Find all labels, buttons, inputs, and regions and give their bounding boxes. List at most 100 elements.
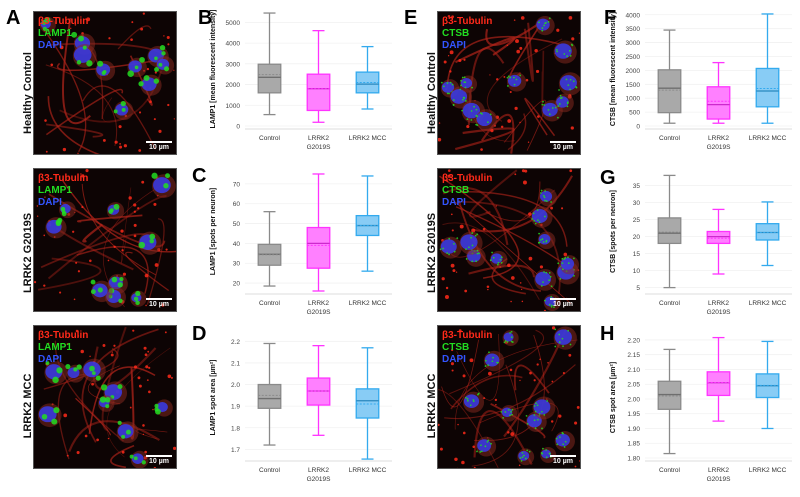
y-tick-label: 2.15 [627, 352, 640, 359]
tubulin-label: β3-Tubulin [442, 330, 493, 341]
marker-label: LAMP1 [38, 185, 72, 196]
tubulin-label: β3-Tubulin [38, 330, 89, 341]
y-tick-label: 2.20 [627, 337, 640, 344]
x-tick-label: Control [259, 135, 281, 142]
x-tick-label: Control [259, 300, 281, 307]
box-control [657, 29, 682, 124]
y-tick-label: 2.05 [627, 382, 640, 389]
box-lrrk2-g2019s [306, 344, 331, 436]
x-tick-label: LRRK2 [708, 300, 729, 307]
micrograph-ctsb-healthy-control: β3-Tubulin CTSB DAPI 10 µm [437, 11, 581, 155]
y-tick-label: 0 [236, 124, 240, 131]
y-tick-label: 2.0 [231, 382, 240, 389]
y-tick-label: 70 [233, 181, 241, 188]
y-tick-label: 2000 [226, 82, 241, 89]
y-tick-label: 1.95 [627, 411, 640, 418]
y-tick-label: 3500 [626, 26, 641, 33]
x-tick-label: Control [659, 300, 681, 307]
box-lrrk2-mcc [355, 347, 380, 460]
dapi-label: DAPI [442, 197, 466, 208]
scale-bar: 10 µm [146, 455, 172, 465]
chart-f-ctsb-intensity: CTSB [mean fluorescent intensity] 0 500 100… [605, 0, 800, 160]
panel-letter-c: C [192, 165, 207, 187]
x-tick-label: LRRK2 [308, 467, 329, 474]
y-tick-label: 35 [633, 183, 641, 190]
box-lrrk2-g2019s [706, 336, 731, 422]
chart-d-lamp1-area: LAMP1 spot area [µm²] 1.7 1.8 1.9 2.0 2.1 2.2 C… [205, 325, 400, 492]
y-tick-label: 1000 [626, 96, 641, 103]
y-tick-label: 5 [636, 285, 640, 292]
y-axis-label: LAMP1 spot area [µm²] [210, 360, 217, 436]
x-tick-label: G2019S [707, 144, 732, 151]
y-tick-label: 0 [636, 124, 640, 131]
tubulin-label: β3-Tubulin [38, 173, 89, 184]
x-tick-label: G2019S [707, 476, 732, 483]
dapi-label: DAPI [442, 354, 466, 365]
chart-c-lamp1-spots: LAMP1 [spots per neuron] 20 30 40 50 60 70 Cont… [205, 160, 400, 325]
dapi-label: DAPI [38, 197, 62, 208]
y-axis-label: CTSB spot area [µm²] [610, 362, 617, 433]
panel-letter-h: H [600, 323, 615, 345]
y-tick-label: 5000 [226, 20, 241, 27]
box-control [257, 12, 282, 116]
y-tick-label: 1.80 [627, 456, 640, 463]
y-tick-label: 30 [233, 261, 241, 268]
y-tick-label: 4000 [226, 41, 241, 48]
y-tick-label: 1.9 [231, 404, 240, 411]
y-tick-label: 20 [633, 234, 641, 241]
marker-label: LAMP1 [38, 28, 72, 39]
x-tick-label: LRRK2 [708, 467, 729, 474]
dapi-label: DAPI [442, 40, 466, 51]
x-tick-label: Control [659, 467, 681, 474]
y-axis-label: LAMP1 [mean fluorescent intensity] [210, 9, 217, 128]
box-control [257, 342, 282, 446]
box-lrrk2-g2019s [706, 61, 731, 124]
box-lrrk2-g2019s [706, 208, 731, 275]
dapi-label: DAPI [38, 354, 62, 365]
x-tick-label: LRRK2 MCC [749, 300, 787, 307]
y-tick-label: 10 [633, 268, 641, 275]
marker-label: CTSB [442, 185, 470, 196]
y-tick-label: 4000 [626, 12, 641, 19]
box-lrrk2-mcc [355, 175, 380, 272]
scale-bar: 10 µm [550, 298, 576, 308]
micrograph-lamp1-mcc: β3-Tubulin LAMP1 DAPI 10 µm [33, 325, 177, 469]
x-tick-label: G2019S [307, 144, 332, 151]
y-axis-label: CTSB [mean fluorescent intensity] [610, 12, 617, 126]
x-tick-label: LRRK2 [308, 300, 329, 307]
box-control [657, 174, 682, 289]
scale-bar: 10 µm [146, 141, 172, 151]
x-tick-label: LRRK2 MCC [349, 300, 387, 307]
y-tick-label: 1.7 [231, 447, 240, 454]
micrograph-ctsb-mcc: β3-Tubulin CTSB DAPI 10 µm [437, 325, 581, 469]
y-tick-label: 2.00 [627, 396, 640, 403]
scale-bar: 10 µm [550, 455, 576, 465]
x-tick-label: G2019S [307, 309, 332, 316]
x-tick-label: LRRK2 MCC [349, 467, 387, 474]
x-tick-label: LRRK2 [308, 135, 329, 142]
box-lrrk2-mcc [755, 340, 780, 430]
box-lrrk2-mcc [755, 201, 780, 267]
scale-bar: 10 µm [146, 298, 172, 308]
y-tick-label: 20 [233, 281, 241, 288]
tubulin-label: β3-Tubulin [442, 173, 493, 184]
tubulin-label: β3-Tubulin [442, 16, 493, 27]
x-tick-label: LRRK2 [708, 135, 729, 142]
panel-letter-f: F [604, 7, 617, 29]
x-tick-label: G2019S [307, 476, 332, 483]
y-tick-label: 2.1 [231, 360, 240, 367]
panel-letter-b: B [198, 7, 213, 29]
x-tick-label: LRRK2 MCC [749, 467, 787, 474]
y-tick-label: 2.2 [231, 339, 240, 346]
y-tick-label: 1000 [226, 103, 241, 110]
y-tick-label: 1.8 [231, 425, 240, 432]
scale-bar: 10 µm [550, 141, 576, 151]
panel-letter-g: G [600, 167, 616, 189]
micrograph-lamp1-g2019s: β3-Tubulin LAMP1 DAPI 10 µm [33, 168, 177, 312]
y-tick-label: 50 [233, 221, 241, 228]
x-tick-label: LRRK2 MCC [349, 135, 387, 142]
box-control [657, 348, 682, 455]
x-tick-label: LRRK2 MCC [749, 135, 787, 142]
y-tick-label: 1500 [626, 82, 641, 89]
y-axis-label: CTSB [spots per neuron] [610, 190, 617, 273]
